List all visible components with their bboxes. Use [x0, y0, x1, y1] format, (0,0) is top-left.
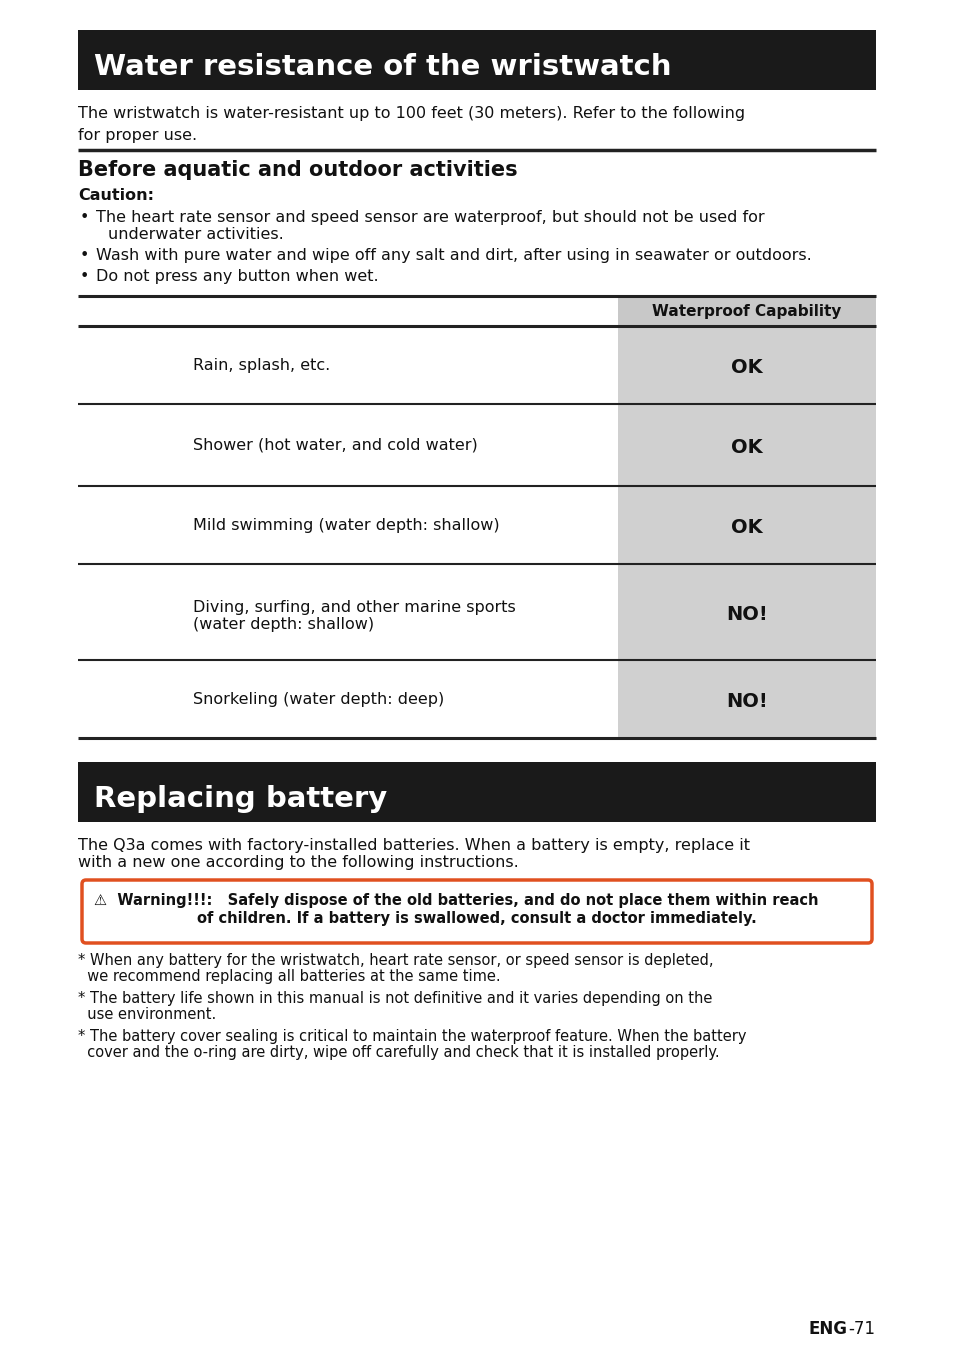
Text: we recommend replacing all batteries at the same time.: we recommend replacing all batteries at … [78, 968, 500, 985]
Text: Replacing battery: Replacing battery [94, 785, 387, 812]
Bar [618, 404, 875, 486]
Text: NO!: NO! [725, 691, 767, 712]
Text: OK: OK [730, 358, 762, 377]
Bar [78, 763, 875, 822]
Text: •: • [80, 210, 90, 225]
Text: -71: -71 [847, 1319, 874, 1338]
Text: Caution:: Caution: [78, 188, 153, 203]
Text: OK: OK [730, 438, 762, 457]
Text: The wristwatch is water-resistant up to 100 feet (30 meters). Refer to the follo: The wristwatch is water-resistant up to … [78, 106, 744, 143]
Text: Before aquatic and outdoor activities: Before aquatic and outdoor activities [78, 160, 517, 180]
Text: Rain, splash, etc.: Rain, splash, etc. [193, 358, 330, 373]
Text: Do not press any button when wet.: Do not press any button when wet. [96, 269, 378, 284]
Text: underwater activities.: underwater activities. [108, 227, 283, 242]
Text: ⚠  Warning!!!:   Safely dispose of the old batteries, and do not place them with: ⚠ Warning!!!: Safely dispose of the old … [94, 893, 818, 908]
Bar [618, 325, 875, 404]
Bar [78, 30, 875, 90]
FancyBboxPatch shape [82, 880, 871, 943]
Bar [618, 296, 875, 325]
Text: cover and the o-ring are dirty, wipe off carefully and check that it is installe: cover and the o-ring are dirty, wipe off… [78, 1045, 719, 1060]
Bar [618, 660, 875, 738]
Text: Water resistance of the wristwatch: Water resistance of the wristwatch [94, 52, 671, 81]
Text: •: • [80, 247, 90, 264]
Bar [618, 486, 875, 564]
Text: (water depth: shallow): (water depth: shallow) [193, 617, 374, 632]
Text: * When any battery for the wristwatch, heart rate sensor, or speed sensor is dep: * When any battery for the wristwatch, h… [78, 954, 713, 968]
Text: Shower (hot water, and cold water): Shower (hot water, and cold water) [193, 438, 477, 453]
Text: The heart rate sensor and speed sensor are waterproof, but should not be used fo: The heart rate sensor and speed sensor a… [96, 210, 763, 225]
Text: Mild swimming (water depth: shallow): Mild swimming (water depth: shallow) [193, 518, 499, 533]
Text: The Q3a comes with factory-installed batteries. When a battery is empty, replace: The Q3a comes with factory-installed bat… [78, 838, 749, 853]
Text: Snorkeling (water depth: deep): Snorkeling (water depth: deep) [193, 691, 444, 707]
Text: Diving, surfing, and other marine sports: Diving, surfing, and other marine sports [193, 600, 516, 615]
Text: Waterproof Capability: Waterproof Capability [652, 304, 841, 319]
Text: * The battery cover sealing is critical to maintain the waterproof feature. When: * The battery cover sealing is critical … [78, 1029, 745, 1044]
Text: ENG: ENG [808, 1319, 847, 1338]
Text: * The battery life shown in this manual is not definitive and it varies dependin: * The battery life shown in this manual … [78, 991, 712, 1006]
Text: use environment.: use environment. [78, 1007, 216, 1022]
Text: Wash with pure water and wipe off any salt and dirt, after using in seawater or : Wash with pure water and wipe off any sa… [96, 247, 811, 264]
Bar [618, 564, 875, 660]
Text: with a new one according to the following instructions.: with a new one according to the followin… [78, 855, 518, 870]
Text: OK: OK [730, 518, 762, 537]
Text: of children. If a battery is swallowed, consult a doctor immediately.: of children. If a battery is swallowed, … [197, 911, 756, 925]
Text: •: • [80, 269, 90, 284]
Text: NO!: NO! [725, 605, 767, 624]
